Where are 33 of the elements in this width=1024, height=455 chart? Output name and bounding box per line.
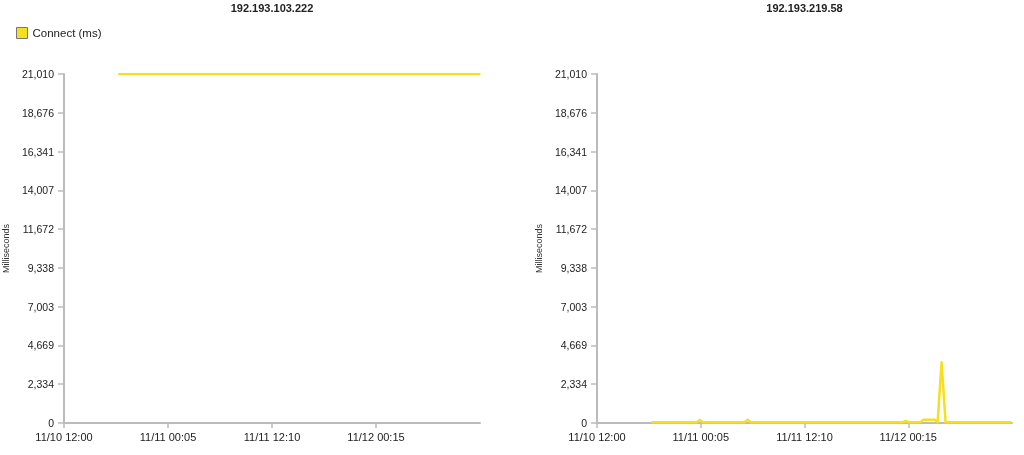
y-tick-label: 21,010 (21, 68, 55, 80)
y-tick-label: 14,007 (21, 184, 55, 197)
y-tick-label: 18,676 (554, 106, 588, 119)
y-tick-label: 0 (48, 417, 55, 429)
x-tick-label: 11/11 12:10 (243, 430, 301, 443)
x-tick-label: 11/10 12:00 (35, 430, 93, 443)
y-tick-label: 0 (581, 417, 588, 429)
y-tick-label: 9,338 (27, 261, 55, 274)
y-tick-label: 18,676 (21, 106, 55, 119)
x-tick-label: 11/11 00:05 (672, 430, 729, 443)
y-tick-label: 11,672 (555, 223, 588, 236)
chart-title: 192.193.103.222 (230, 1, 314, 14)
y-tick-label: 16,341 (554, 145, 588, 158)
y-tick-label: 21,010 (554, 68, 588, 80)
y-tick-label: 16,341 (21, 145, 55, 158)
y-axis-title: Milliseconds (534, 223, 545, 274)
x-tick-label: 11/12 00:15 (347, 430, 405, 443)
y-tick-label: 14,007 (554, 184, 588, 197)
legend-label: Connect (ms) (32, 27, 102, 39)
y-tick-label: 7,003 (560, 300, 588, 313)
x-tick-label: 11/11 12:10 (776, 430, 833, 443)
y-tick-label: 9,338 (560, 261, 588, 274)
y-axis-title: Milliseconds (1, 223, 12, 274)
chart-title: 192.193.219.58 (766, 1, 843, 14)
y-tick-label: 2,334 (27, 378, 55, 391)
x-tick-label: 11/12 00:15 (879, 430, 937, 443)
y-tick-label: 4,669 (560, 339, 588, 352)
x-tick-label: 11/10 12:00 (568, 430, 626, 443)
x-tick-label: 11/11 00:05 (139, 430, 197, 443)
y-tick-label: 7,003 (27, 300, 55, 313)
y-tick-label: 4,669 (27, 339, 55, 352)
y-tick-label: 11,672 (22, 223, 55, 236)
y-tick-label: 2,334 (560, 378, 588, 391)
